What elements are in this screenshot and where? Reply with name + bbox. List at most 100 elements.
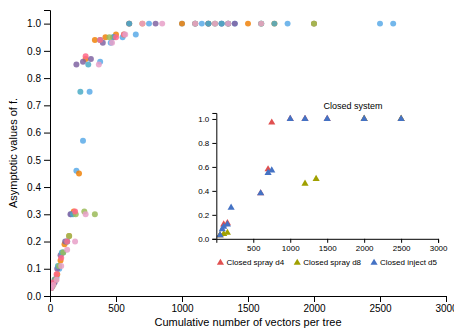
point [77,89,83,95]
tick: 0.6 [27,127,50,138]
point [398,115,405,121]
point [54,277,60,283]
point [66,233,72,239]
tick: 1000 [171,296,194,314]
point [205,21,211,27]
point [216,231,223,237]
tick-label: 0 [48,303,54,314]
tick-label: 2000 [356,244,374,253]
tick-label: 0.8 [198,139,210,148]
tick: 0.0 [27,291,50,302]
series [50,21,238,291]
point [58,255,64,261]
point [258,21,264,27]
tick: 0.4 [27,182,50,193]
tick: 0.7 [27,100,50,111]
point [212,21,218,27]
inset-title: Closed system [324,101,383,111]
tick-mark [116,296,117,302]
tick-mark [44,214,50,215]
inset-plot: 500100015002000250030000.00.20.40.60.81.… [198,101,448,267]
tick-label: 0.3 [27,209,41,220]
point [219,21,225,27]
point [64,247,70,253]
tick: 1500 [319,239,337,254]
tick-label: 0.5 [27,155,41,166]
series [50,32,127,291]
tick-mark [212,143,216,144]
point [361,115,368,121]
tick: 2500 [369,296,392,314]
point [225,21,231,27]
tick-mark [248,296,249,302]
tick-label: 2500 [393,244,411,253]
legend-item: Closed spray d4 [217,258,285,267]
legend-item: Closed inject d5 [370,258,437,267]
point [205,21,211,27]
point [58,263,64,269]
tick-label: 2000 [303,303,326,314]
tick-mark [212,119,216,120]
point [50,282,56,288]
tick-label: 3000 [430,244,448,253]
tick-label: 0.4 [198,187,210,196]
series [216,115,404,237]
point [139,21,145,27]
tick-label: 0.1 [27,263,41,274]
point [54,271,60,277]
point [85,61,91,67]
tick-mark [314,296,315,302]
point [257,189,264,195]
legend-marker [217,259,224,265]
point [258,21,264,27]
tick: 500 [108,296,125,314]
point [64,239,70,245]
point [301,180,308,186]
point [76,170,82,176]
point [97,37,103,43]
point [301,115,308,121]
point [232,21,238,27]
point [109,40,115,46]
point [179,21,185,27]
tick: 500 [247,239,261,254]
tick: 1500 [237,296,260,314]
point [324,115,331,121]
point [64,239,70,245]
tick-mark [380,296,381,302]
tick: 3000 [430,239,448,254]
x-axis-title: Cumulative number of vectors per tree [154,316,341,328]
point [80,59,86,65]
tick-mark [327,239,328,243]
point [257,189,264,195]
point [146,21,152,27]
tick-label: 1500 [319,244,337,253]
tick-mark [44,242,50,243]
tick: 2000 [356,239,374,254]
point [133,32,139,38]
tick-label: 1.0 [198,115,210,124]
legend-label: Closed spray d4 [226,258,284,267]
point [126,21,132,27]
point [285,21,291,27]
chart-container: 0 500 1000 1500 2000 2500 3000 0.0 0.1 0.2 0.3 0.4 0… [0,0,454,332]
tick-label: 1500 [237,303,260,314]
point [66,233,72,239]
point [271,21,277,27]
tick-mark [212,167,216,168]
point [311,21,317,27]
point [232,21,238,27]
point [64,239,70,245]
point [205,21,211,27]
tick-label: 0.2 [27,236,41,247]
tick: 1000 [282,239,300,254]
point [73,61,79,67]
point [92,211,98,217]
tick: 0.0 [198,235,216,244]
tick-mark [446,296,447,302]
legend-item: Closed spray d8 [294,258,362,267]
tick-mark [401,239,402,243]
point [92,37,98,43]
tick: 2500 [393,239,411,254]
point [126,21,132,27]
